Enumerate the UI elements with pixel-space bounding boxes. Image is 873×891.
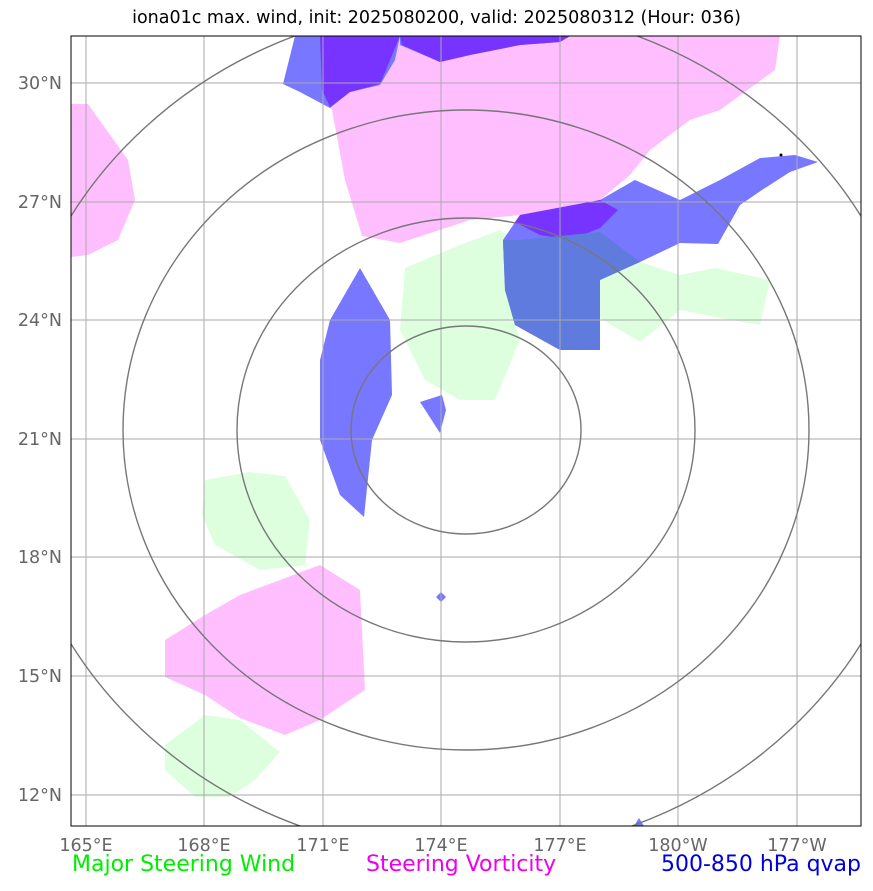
lon-tick: 180°W [648,836,707,856]
vorticity-area-south [165,565,365,735]
qvap-area-small [420,395,446,433]
ring-2 [236,217,696,643]
legend-steering-vorticity: Steering Vorticity [366,852,557,877]
qvap-area-west-strip [320,268,392,517]
vorticity-area-north [295,36,780,243]
ring-1 [350,325,582,535]
steering-wind-areas [165,230,770,797]
lat-tick: 12°N [18,786,62,806]
lat-tick: 24°N [18,311,62,331]
wind-area-west [202,472,310,570]
legend-steering-wind: Major Steering Wind [72,852,296,877]
lon-tick: 174°E [414,836,467,856]
lat-tick: 27°N [18,193,62,213]
overlap-area-northeast [400,36,570,62]
lon-tick: 177°E [533,836,586,856]
lat-tick: 30°N [18,74,62,94]
steering-vorticity-areas [71,36,780,735]
distance-rings [71,36,861,826]
lat-tick: 21°N [18,430,62,450]
map-frame [70,35,862,827]
lon-tick: 165°E [59,836,112,856]
ring-3 [122,109,810,751]
latitude-axis: 30°N 27°N 24°N 21°N 18°N 15°N 12°N [18,74,62,806]
lon-tick: 168°E [177,836,230,856]
legend-qvap: 500-850 hPa qvap [660,852,861,877]
map-title: iona01c max. wind, init: 2025080200, val… [132,8,741,28]
overlap-area-northwest [320,36,400,107]
lat-tick: 15°N [18,667,62,687]
vorticity-area-west [71,104,135,257]
wind-area-central [400,230,520,400]
point-marker [779,153,783,157]
longitude-axis: 165°E 168°E 171°E 174°E 177°E 180°W 177°… [59,836,826,856]
wind-area-southwest [165,715,280,797]
wind-area-east [600,262,770,342]
lon-tick: 177°W [767,836,826,856]
lon-tick: 171°E [296,836,349,856]
lat-tick: 18°N [18,548,62,568]
